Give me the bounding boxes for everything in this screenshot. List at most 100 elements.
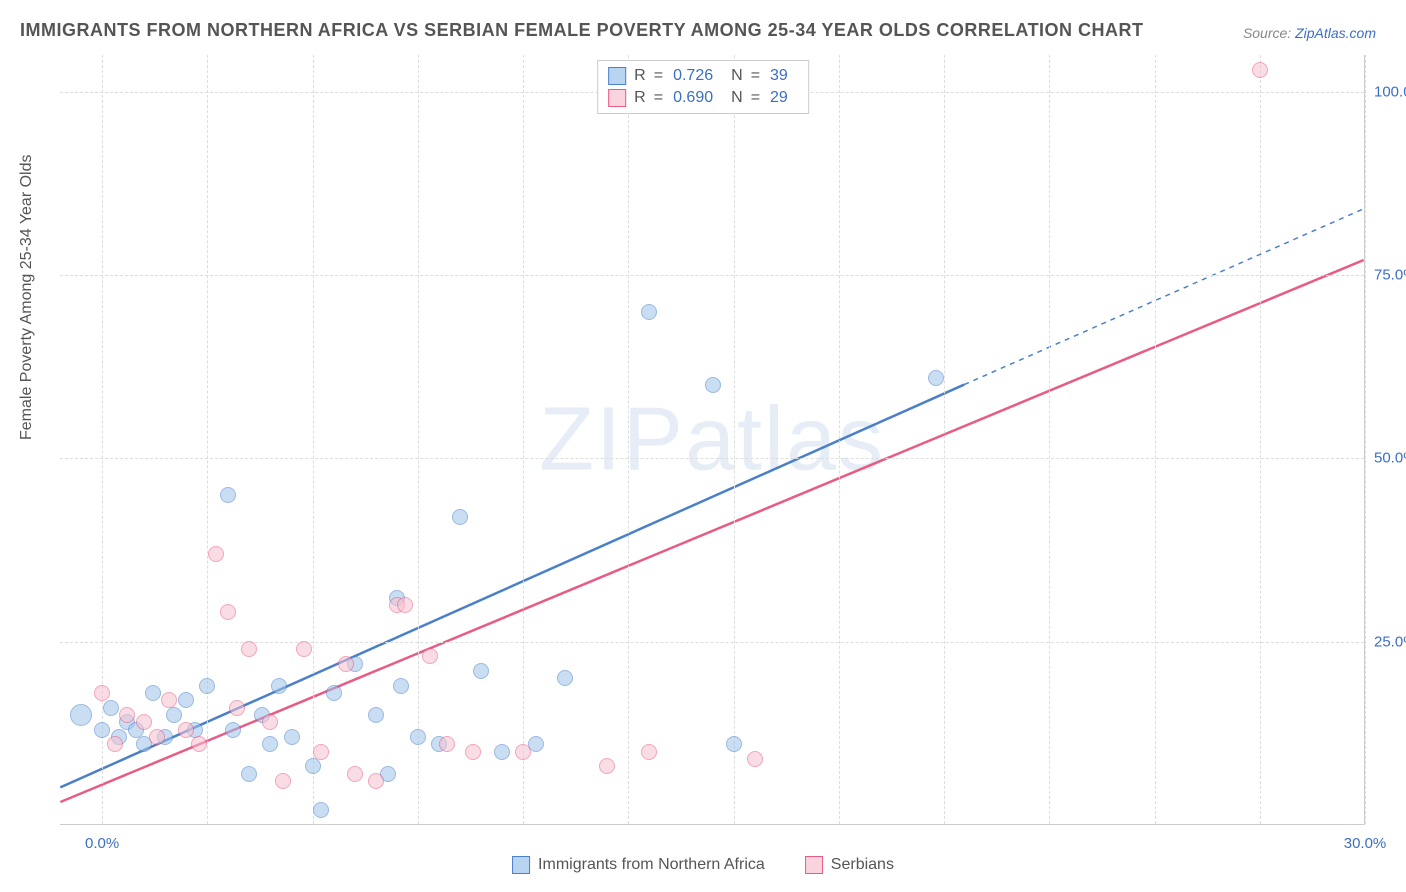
data-point	[166, 707, 182, 723]
data-point	[178, 722, 194, 738]
data-point	[313, 802, 329, 818]
data-point	[473, 663, 489, 679]
data-point	[220, 604, 236, 620]
gridline-v	[628, 55, 629, 824]
data-point	[494, 744, 510, 760]
data-point	[422, 648, 438, 664]
data-point	[928, 370, 944, 386]
data-point	[393, 678, 409, 694]
legend-series-item: Immigrants from Northern Africa	[512, 856, 765, 874]
eq-sign: =	[751, 67, 760, 85]
data-point	[225, 722, 241, 738]
data-point	[313, 744, 329, 760]
gridline-v	[944, 55, 945, 824]
gridline-v	[523, 55, 524, 824]
legend-series-label: Immigrants from Northern Africa	[538, 856, 765, 874]
legend-stats-row: R = 0.726 N = 39	[608, 65, 798, 87]
chart-title: IMMIGRANTS FROM NORTHERN AFRICA VS SERBI…	[20, 20, 1144, 41]
data-point	[271, 678, 287, 694]
y-tick-label: 50.0%	[1374, 450, 1406, 467]
x-tick-label: 30.0%	[1344, 835, 1387, 852]
data-point	[275, 773, 291, 789]
y-axis-label: Female Poverty Among 25-34 Year Olds	[18, 155, 36, 441]
legend-stats-row: R=0.690N=29	[608, 87, 798, 109]
data-point	[410, 729, 426, 745]
gridline-v	[418, 55, 419, 824]
data-point	[599, 758, 615, 774]
data-point	[368, 707, 384, 723]
r-label: R	[634, 89, 646, 107]
data-point	[747, 751, 763, 767]
data-point	[262, 736, 278, 752]
data-point	[1252, 62, 1268, 78]
gridline-v	[207, 55, 208, 824]
data-point	[191, 736, 207, 752]
n-value: 29	[770, 89, 788, 107]
source-attribution: Source: ZipAtlas.com	[1243, 25, 1376, 41]
data-point	[296, 641, 312, 657]
data-point	[326, 685, 342, 701]
data-point	[262, 714, 278, 730]
data-point	[439, 736, 455, 752]
legend-swatch	[608, 89, 626, 107]
legend-stats: R=0.726N=39R=0.690N=29	[597, 60, 809, 114]
plot-area: ZIPatlas 25.0%50.0%75.0%100.0%0.0%30.0%	[60, 55, 1365, 825]
data-point	[199, 678, 215, 694]
data-point	[145, 685, 161, 701]
data-point	[305, 758, 321, 774]
legend-swatch	[608, 67, 626, 85]
gridline-v	[734, 55, 735, 824]
source-value: ZipAtlas.com	[1295, 25, 1376, 41]
data-point	[107, 736, 123, 752]
data-point	[368, 773, 384, 789]
gridline-h	[60, 642, 1364, 643]
data-point	[208, 546, 224, 562]
n-label: N	[731, 67, 743, 85]
watermark-bold: ZIP	[539, 389, 685, 489]
trend-line-extrapolation	[964, 209, 1363, 385]
gridline-v	[839, 55, 840, 824]
watermark-thin: atlas	[685, 389, 885, 489]
n-value: 39	[770, 67, 788, 85]
gridline-v	[1365, 55, 1366, 824]
data-point	[94, 685, 110, 701]
legend-series-label: Serbians	[831, 856, 894, 874]
data-point	[149, 729, 165, 745]
gridline-h	[60, 458, 1364, 459]
data-point	[726, 736, 742, 752]
data-point	[347, 766, 363, 782]
data-point	[465, 744, 481, 760]
gridline-v	[313, 55, 314, 824]
watermark: ZIPatlas	[539, 388, 885, 491]
r-value: 0.726	[673, 67, 713, 85]
data-point	[515, 744, 531, 760]
gridline-h	[60, 275, 1364, 276]
eq-sign: =	[751, 89, 760, 107]
data-point	[705, 377, 721, 393]
legend-swatch	[805, 856, 823, 874]
gridline-v	[1155, 55, 1156, 824]
data-point	[241, 641, 257, 657]
eq-sign: =	[654, 67, 663, 85]
data-point	[397, 597, 413, 613]
data-point	[103, 700, 119, 716]
data-point	[70, 704, 92, 726]
source-label: Source:	[1243, 25, 1295, 41]
data-point	[94, 722, 110, 738]
legend-swatch	[512, 856, 530, 874]
x-tick-label: 0.0%	[85, 835, 119, 852]
data-point	[241, 766, 257, 782]
y-tick-label: 100.0%	[1374, 83, 1406, 100]
data-point	[641, 744, 657, 760]
r-label: R	[634, 67, 646, 85]
data-point	[284, 729, 300, 745]
y-tick-label: 25.0%	[1374, 633, 1406, 650]
gridline-v	[1260, 55, 1261, 824]
n-label: N	[731, 89, 743, 107]
y-tick-label: 75.0%	[1374, 267, 1406, 284]
data-point	[119, 707, 135, 723]
data-point	[338, 656, 354, 672]
gridline-v	[1049, 55, 1050, 824]
data-point	[229, 700, 245, 716]
legend-series-item: Serbians	[805, 856, 894, 874]
